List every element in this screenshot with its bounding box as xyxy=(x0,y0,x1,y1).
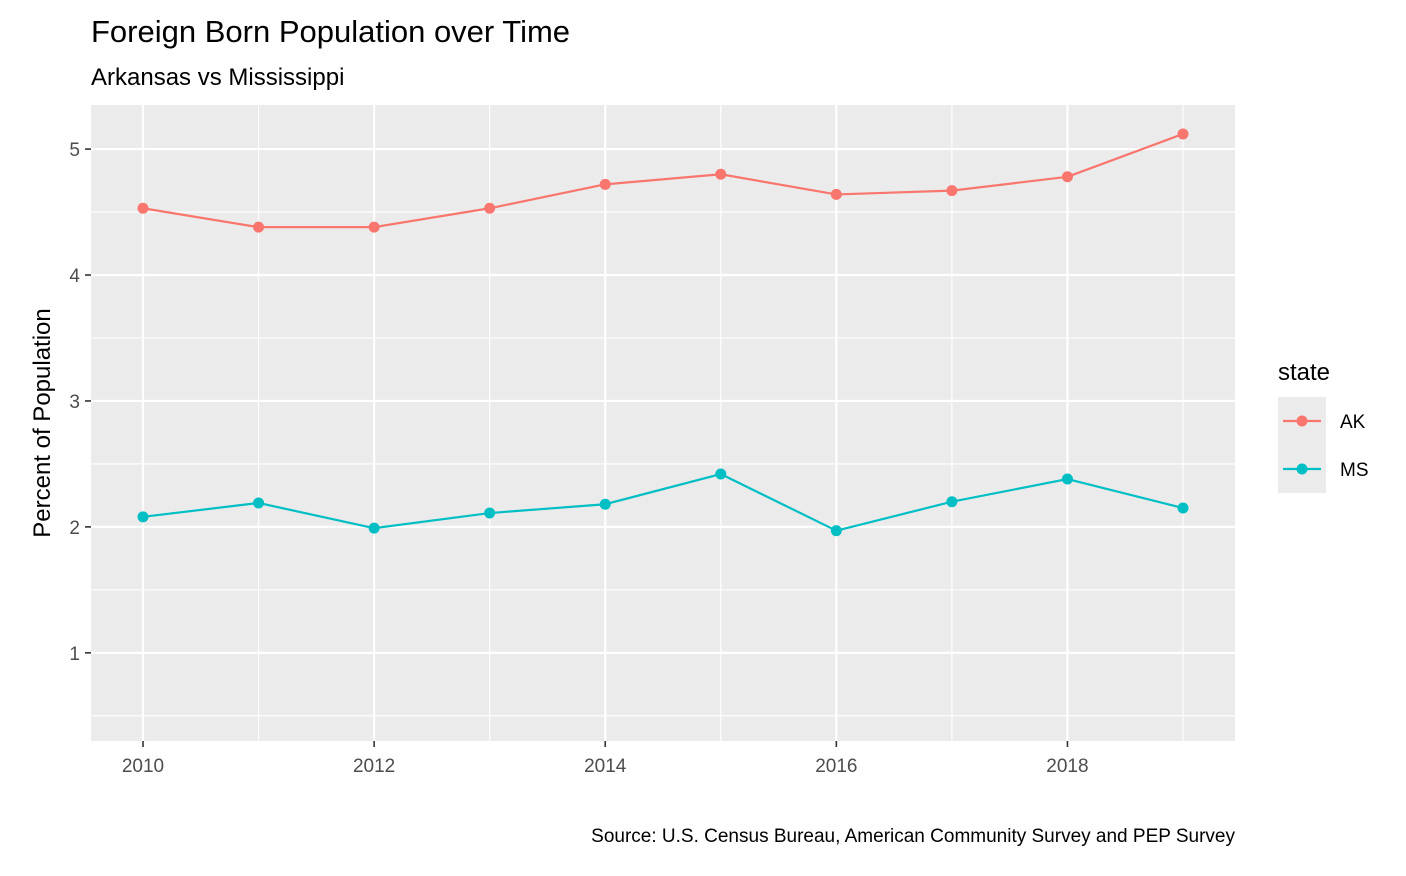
legend-keys: AK MS xyxy=(1278,397,1369,493)
y-tick-label: 5 xyxy=(69,140,80,161)
data-point-ak xyxy=(137,202,149,214)
y-axis: 1 2 3 4 5 xyxy=(69,140,91,665)
y-tick-label: 4 xyxy=(69,266,80,287)
legend-key-point xyxy=(1296,463,1308,475)
data-point-ak xyxy=(599,178,611,190)
chart-title: Foreign Born Population over Time xyxy=(91,14,570,49)
series-line-ak xyxy=(142,132,1184,229)
x-axis: 2010 2012 2014 2016 2018 xyxy=(122,741,1089,777)
data-point-ms xyxy=(946,496,958,508)
y-tick-label: 1 xyxy=(69,644,80,665)
series-points xyxy=(137,128,1189,537)
x-tick-label: 2014 xyxy=(584,756,627,777)
data-point-ak xyxy=(368,221,380,233)
y-tick-label: 3 xyxy=(69,392,80,413)
series-lines xyxy=(142,132,1184,532)
legend-label: AK xyxy=(1340,412,1366,433)
plot-panel xyxy=(91,105,1235,741)
data-point-ms xyxy=(1177,502,1189,514)
data-point-ms xyxy=(368,522,380,534)
minor-grid xyxy=(91,105,1235,741)
legend-key-point xyxy=(1296,415,1308,427)
x-tick-label: 2016 xyxy=(815,756,857,777)
data-point-ms xyxy=(137,511,149,523)
data-point-ak xyxy=(830,188,842,200)
chart-subtitle: Arkansas vs Mississippi xyxy=(91,64,344,91)
data-point-ak xyxy=(253,221,265,233)
data-point-ak xyxy=(484,202,496,214)
data-point-ak xyxy=(1061,171,1073,183)
legend-label: MS xyxy=(1340,460,1369,481)
x-tick-label: 2010 xyxy=(122,756,164,777)
data-point-ak xyxy=(946,185,958,197)
major-grid xyxy=(91,105,1235,741)
legend-title: state xyxy=(1278,359,1330,386)
chart-caption: Source: U.S. Census Bureau, American Com… xyxy=(591,826,1235,847)
data-point-ms xyxy=(830,525,842,537)
legend: state AK MS xyxy=(1278,359,1369,493)
data-point-ms xyxy=(484,507,496,519)
x-tick-label: 2018 xyxy=(1046,756,1088,777)
y-axis-title: Percent of Population xyxy=(29,308,56,538)
data-point-ak xyxy=(1177,128,1189,140)
x-tick-label: 2012 xyxy=(353,756,395,777)
data-point-ms xyxy=(715,468,727,480)
series-line-ms xyxy=(142,472,1184,532)
data-point-ms xyxy=(253,497,265,509)
data-point-ms xyxy=(1061,473,1073,485)
data-point-ak xyxy=(715,168,727,180)
data-point-ms xyxy=(599,498,611,510)
y-tick-label: 2 xyxy=(69,518,80,539)
